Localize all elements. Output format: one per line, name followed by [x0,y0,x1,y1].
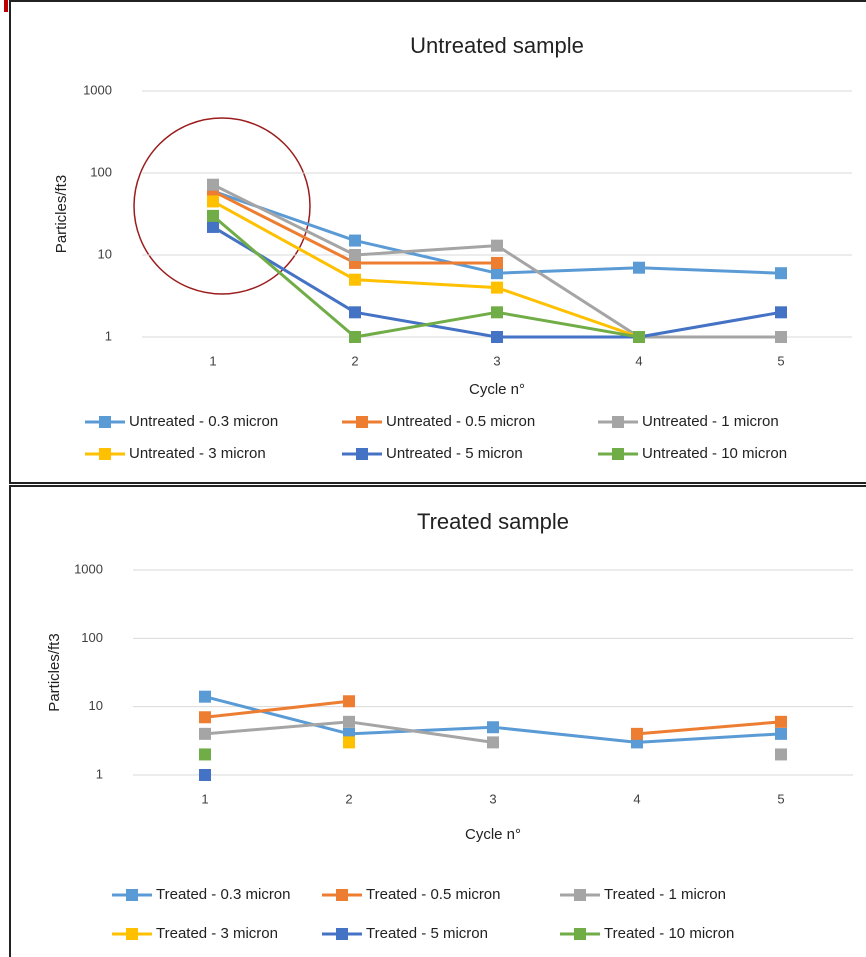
legend-label: Untreated - 0.5 micron [386,413,535,430]
legend-label: Untreated - 1 micron [642,413,779,430]
x-tick-label: 4 [635,353,642,368]
data-point [775,748,787,760]
data-point [487,736,499,748]
y-tick-label: 1 [96,766,103,781]
legend-marker [574,889,586,901]
legend-marker [356,416,368,428]
legend-label: Treated - 0.3 micron [156,886,291,903]
data-point [491,257,503,269]
data-point [775,267,787,279]
legend-marker [612,416,624,428]
chart-title: Untreated sample [410,33,584,58]
decoration [4,0,8,12]
data-point [199,769,211,781]
data-point [343,736,355,748]
data-point [349,274,361,286]
data-point [491,306,503,318]
legend-label: Treated - 0.5 micron [366,886,501,903]
x-tick-label: 1 [209,353,216,368]
legend-label: Treated - 5 micron [366,925,488,942]
data-point [491,331,503,343]
legend-marker [99,416,111,428]
legend-label: Untreated - 10 micron [642,445,787,462]
data-point [349,249,361,261]
data-point [487,721,499,733]
chart-frame [10,1,866,483]
x-tick-label: 2 [345,791,352,806]
legend-marker [336,928,348,940]
y-tick-label: 1 [105,328,112,343]
data-point [199,748,211,760]
data-point [207,210,219,222]
legend-label: Treated - 3 micron [156,925,278,942]
legend-label: Untreated - 5 micron [386,445,523,462]
data-point [775,716,787,728]
x-tick-label: 1 [201,791,208,806]
legend-label: Treated - 10 micron [604,925,734,942]
data-point [775,728,787,740]
page: {"chart_data": [ {"type": "line", "title… [0,0,866,957]
legend-marker [612,448,624,460]
legend-marker [99,448,111,460]
data-point [199,691,211,703]
data-point [207,179,219,191]
data-point [199,728,211,740]
x-tick-label: 3 [493,353,500,368]
data-point [349,235,361,247]
y-tick-label: 100 [90,164,112,179]
legend-marker [574,928,586,940]
y-tick-label: 10 [98,246,112,261]
data-point [491,240,503,252]
charts: Untreated sample 1 10 100 1000 1 2 3 4 5 Cycle n° P… [0,0,866,957]
data-point [491,282,503,294]
legend-marker [356,448,368,460]
data-point [207,195,219,207]
x-tick-label: 5 [777,353,784,368]
legend-marker [126,889,138,901]
data-point [207,221,219,233]
y-axis-title: Particles/ft3 [46,633,63,711]
x-tick-label: 3 [489,791,496,806]
data-point [343,716,355,728]
data-point [775,331,787,343]
x-tick-label: 5 [777,791,784,806]
data-point [631,728,643,740]
data-point [349,331,361,343]
data-point [633,331,645,343]
legend-marker [126,928,138,940]
data-point [343,695,355,707]
series-line [205,697,781,743]
legend-label: Untreated - 3 micron [129,445,266,462]
y-tick-label: 1000 [74,561,103,576]
data-point [491,267,503,279]
x-axis-title: Cycle n° [469,381,525,398]
legend-label: Treated - 1 micron [604,886,726,903]
data-point [775,306,787,318]
data-point [199,711,211,723]
x-tick-label: 2 [351,353,358,368]
series-line [213,216,639,337]
legend-marker [336,889,348,901]
data-point [633,262,645,274]
data-point [349,306,361,318]
x-tick-label: 4 [633,791,640,806]
y-tick-label: 10 [89,698,103,713]
chart-title: Treated sample [417,509,569,534]
x-axis-title: Cycle n° [465,826,521,843]
legend-label: Untreated - 0.3 micron [129,413,278,430]
y-tick-label: 100 [81,630,103,645]
y-tick-label: 1000 [83,82,112,97]
y-axis-title: Particles/ft3 [53,175,70,253]
